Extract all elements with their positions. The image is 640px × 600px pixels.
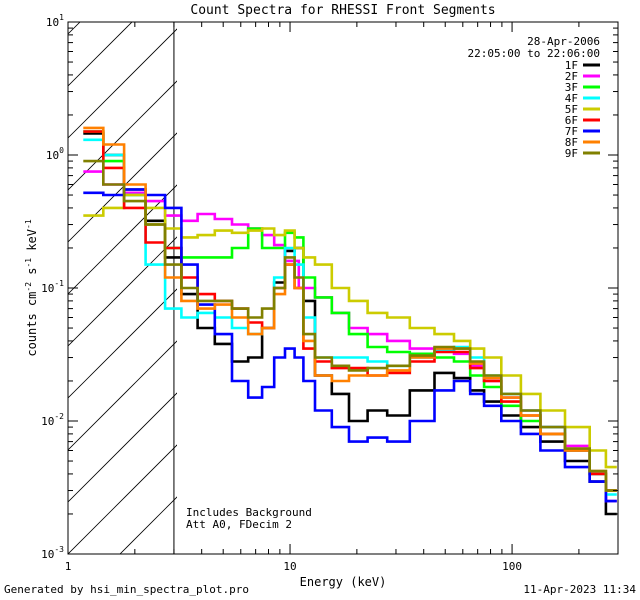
y-tick-label: 101	[46, 13, 64, 29]
legend-time-range: 22:05:00 to 22:06:00	[468, 47, 600, 60]
x-tick-label: 1	[65, 560, 72, 573]
x-axis-label: Energy (keV)	[300, 575, 387, 589]
hatch-line	[68, 132, 177, 243]
hatch-line	[119, 496, 177, 554]
series-group	[83, 126, 617, 516]
legend: 28-Apr-2006 22:05:00 to 22:06:00 1F2F3F4…	[468, 35, 600, 160]
y-label-counts: counts cm	[25, 292, 39, 357]
legend-label-3F: 3F	[565, 81, 578, 94]
series-line-7F	[83, 188, 617, 503]
y-tick-label: 10-3	[41, 545, 64, 561]
hatch-line	[68, 340, 177, 451]
y-tick-label: 100	[46, 146, 64, 162]
y-label-exp-cm: -2	[24, 282, 33, 292]
x-tick-label: 10	[283, 560, 296, 573]
legend-date: 28-Apr-2006	[527, 35, 600, 48]
y-label-exp-kev: -1	[24, 219, 33, 229]
note-background: Includes Background	[186, 506, 312, 519]
series-line-9F	[83, 159, 617, 492]
hatch-line	[68, 392, 177, 503]
y-axis-label: counts cm-2 s-1 keV-1	[24, 219, 39, 356]
legend-label-4F: 4F	[565, 92, 578, 105]
hatch-line	[68, 28, 177, 139]
footer-timestamp: 11-Apr-2023 11:34	[523, 583, 636, 596]
legend-label-1F: 1F	[565, 59, 578, 72]
series-line-5F	[83, 193, 617, 469]
footer-generated-by: Generated by hsi_min_spectra_plot.pro	[4, 583, 250, 596]
legend-label-7F: 7F	[565, 125, 578, 138]
chart-title: Count Spectra for RHESSI Front Segments	[190, 3, 495, 18]
hatch-line	[68, 80, 177, 191]
x-tick-label: 100	[502, 560, 522, 573]
legend-label-2F: 2F	[565, 70, 578, 83]
axis-ticks	[67, 21, 619, 555]
axis-tick-labels: 1 10 100 10-3 10-2 10-1 100 101	[41, 13, 522, 573]
legend-label-9F: 9F	[565, 147, 578, 160]
legend-label-6F: 6F	[565, 114, 578, 127]
y-tick-label: 10-1	[41, 279, 64, 295]
legend-label-8F: 8F	[565, 136, 578, 149]
hatch-line	[68, 288, 177, 399]
legend-label-5F: 5F	[565, 103, 578, 116]
y-label-exp-s: -1	[24, 258, 33, 268]
hatch-line	[68, 444, 177, 554]
hatch-line	[68, 236, 177, 347]
note-attenuator: Att A0, FDecim 2	[186, 518, 292, 531]
y-tick-label: 10-2	[41, 412, 64, 428]
